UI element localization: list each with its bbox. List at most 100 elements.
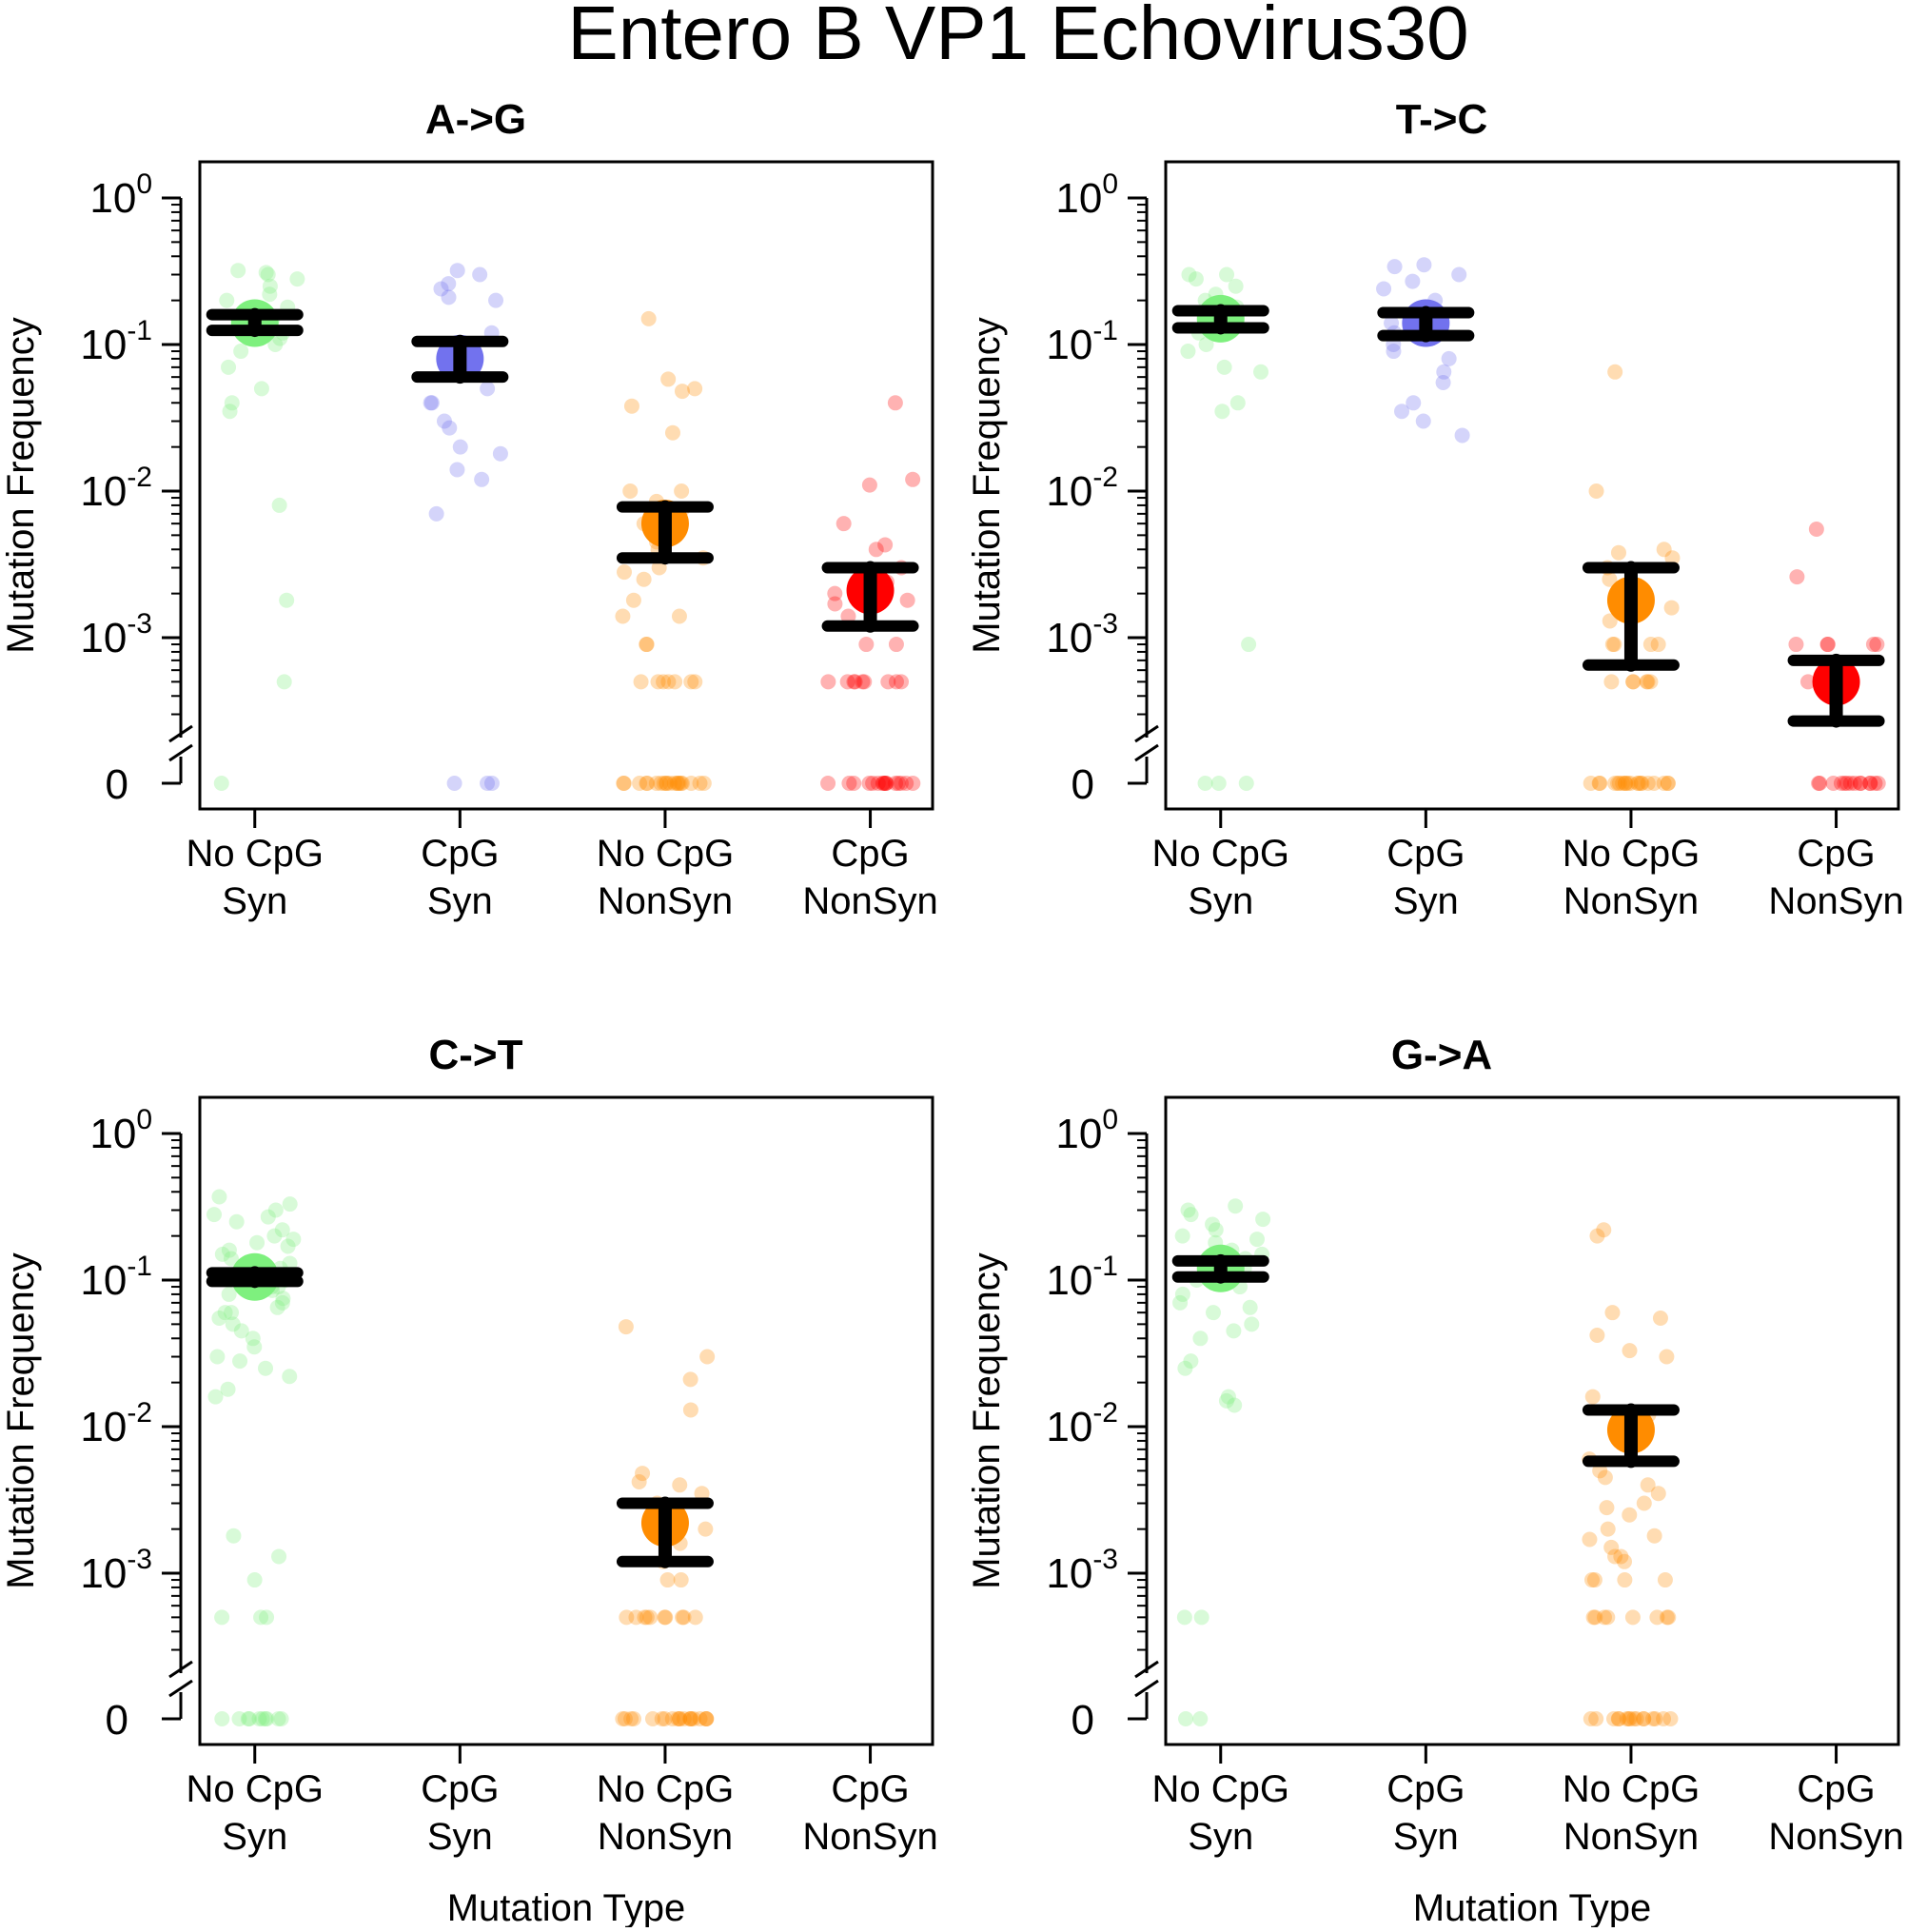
data-point xyxy=(282,1196,298,1212)
data-point xyxy=(622,483,639,499)
data-point xyxy=(1634,776,1650,791)
data-point xyxy=(253,381,269,397)
series-no-cpg-syn xyxy=(1171,266,1269,791)
data-point xyxy=(214,1711,230,1726)
data-point xyxy=(1808,521,1824,537)
data-point xyxy=(664,424,680,441)
data-point xyxy=(623,1711,639,1726)
data-point xyxy=(1622,1711,1638,1726)
data-point xyxy=(1642,674,1659,690)
data-point xyxy=(206,1207,223,1223)
data-point xyxy=(637,1609,653,1626)
data-point xyxy=(905,471,921,487)
x-tick-label-line1: No CpG xyxy=(1563,1768,1701,1810)
data-point xyxy=(877,537,894,553)
data-point xyxy=(905,776,921,791)
data-point xyxy=(687,381,703,397)
data-point xyxy=(1583,776,1599,791)
data-point xyxy=(648,776,664,791)
y-axis-title: Mutation Frequency xyxy=(0,1252,42,1589)
data-point xyxy=(1847,776,1863,791)
y-tick-exponent: -3 xyxy=(127,608,152,640)
data-point xyxy=(275,1291,291,1307)
data-point xyxy=(1386,344,1402,360)
data-point xyxy=(1656,1711,1672,1726)
data-point xyxy=(644,1711,660,1726)
data-point xyxy=(1617,1553,1633,1569)
data-point xyxy=(1435,374,1451,390)
data-point xyxy=(635,1466,651,1482)
data-point xyxy=(228,1213,245,1230)
x-tick-label-line1: No CpG xyxy=(187,833,324,875)
data-point xyxy=(221,1286,237,1302)
data-point xyxy=(1662,1711,1679,1726)
data-point xyxy=(224,395,240,411)
main-title: Entero B VP1 Echovirus30 xyxy=(567,0,1468,75)
data-point xyxy=(1192,1331,1209,1347)
data-point xyxy=(1799,674,1816,690)
data-point xyxy=(1253,364,1269,380)
data-point xyxy=(899,592,915,608)
x-tick-label-line2: Syn xyxy=(1188,1816,1253,1858)
panel-title: A->G xyxy=(425,96,526,143)
data-point xyxy=(683,776,699,791)
series-no-cpg-nonsyn xyxy=(615,310,714,791)
y-tick-base: 10 xyxy=(80,1550,127,1597)
data-point xyxy=(656,776,672,791)
data-point xyxy=(673,776,689,791)
data-point xyxy=(625,592,641,608)
data-point xyxy=(217,1305,233,1321)
data-point xyxy=(1607,364,1623,380)
data-point xyxy=(1628,1711,1644,1726)
data-point xyxy=(1819,637,1836,653)
data-point xyxy=(894,674,910,690)
data-point xyxy=(258,1360,274,1376)
y-tick-label: 10-2 xyxy=(1046,462,1118,515)
data-point xyxy=(671,608,687,624)
data-point xyxy=(254,1711,270,1726)
data-point xyxy=(841,776,857,791)
y-tick-label: 10-1 xyxy=(80,315,152,368)
data-point xyxy=(1605,1711,1622,1726)
y-tick-base: 10 xyxy=(1046,1550,1092,1597)
axis-break-mark xyxy=(168,743,193,762)
data-point xyxy=(674,776,690,791)
data-point xyxy=(1197,776,1213,791)
data-point xyxy=(698,1521,714,1537)
x-tick-label-line2: Syn xyxy=(427,1816,493,1858)
y-tick-label: 10-2 xyxy=(80,1397,152,1450)
x-axis-title: Mutation Type xyxy=(447,1887,686,1927)
data-point xyxy=(694,1486,710,1502)
y-tick-exponent: -3 xyxy=(1092,608,1118,640)
series-no-cpg-nonsyn xyxy=(615,1319,716,1726)
data-point xyxy=(1588,1711,1604,1726)
x-tick-label-line2: NonSyn xyxy=(802,1816,937,1858)
data-point xyxy=(207,1389,224,1405)
data-point xyxy=(472,266,488,283)
data-point xyxy=(1229,395,1246,411)
y-axis-title: Mutation Frequency xyxy=(966,1252,1008,1589)
data-point xyxy=(1228,1198,1244,1214)
data-point xyxy=(616,776,632,791)
x-tick-label-line2: NonSyn xyxy=(1768,880,1903,922)
data-point xyxy=(1584,1389,1601,1405)
data-point xyxy=(1183,1353,1199,1370)
data-point xyxy=(660,674,677,690)
data-point xyxy=(1657,1572,1673,1588)
data-point xyxy=(1585,1609,1602,1626)
data-point xyxy=(441,289,457,306)
data-point xyxy=(640,310,657,326)
data-point xyxy=(1589,1328,1605,1344)
data-point xyxy=(1642,637,1659,653)
data-point xyxy=(1865,637,1881,653)
panel-title: C->T xyxy=(429,1032,523,1078)
data-point xyxy=(1862,776,1878,791)
data-point xyxy=(1384,315,1400,331)
data-point xyxy=(698,1711,715,1726)
y-axis-title: Mutation Frequency xyxy=(966,317,1008,654)
data-point xyxy=(682,1402,698,1418)
data-point xyxy=(615,1711,631,1726)
data-point xyxy=(214,1609,230,1626)
data-point xyxy=(282,1369,298,1385)
